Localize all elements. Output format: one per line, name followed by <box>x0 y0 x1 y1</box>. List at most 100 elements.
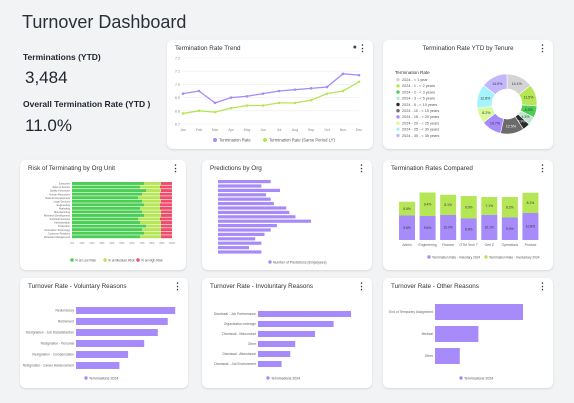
x-tick-label: 0% <box>70 241 74 245</box>
x-tick-label: 80% <box>149 241 155 245</box>
data-point <box>261 104 265 107</box>
kebab-icon[interactable]: ⋮ <box>173 281 182 291</box>
stacked-column-segment <box>460 196 477 219</box>
legend-swatch <box>396 121 400 125</box>
legend-swatch <box>396 102 400 107</box>
category-label: Other <box>248 342 257 346</box>
legend-swatch <box>396 96 400 100</box>
stacked-column-segment <box>481 197 498 215</box>
category-label: Human Resources <box>49 193 70 196</box>
stacked-bar-segment <box>138 196 160 200</box>
data-label: 12.8% <box>480 96 491 100</box>
tenure-donut-chart: Termination Rate 2024 - < 1 year 2024 - 1 … <box>395 70 538 138</box>
data-label: 8.1% <box>527 201 535 205</box>
predictions-bar-chart: Number of Predictions (Employees) <box>218 180 327 264</box>
data-label: 10.8% <box>526 225 535 229</box>
bar <box>218 232 265 236</box>
x-tick-label: 20% <box>89 241 95 245</box>
card-title: Turnover Rate - Involuntary Reasons <box>210 283 314 290</box>
stacked-column-segment <box>440 215 457 240</box>
bar <box>218 246 249 250</box>
legend-label: 2024 - 10 - < 15 years <box>402 109 439 113</box>
legend-label: Terminations 2024 <box>271 376 300 380</box>
x-tick-label: Jul <box>277 128 282 132</box>
kebab-icon[interactable]: ⋮ <box>538 163 547 173</box>
x-tick-label: Mar <box>212 128 219 132</box>
stacked-bar-segment <box>142 228 161 232</box>
data-label: 14.0% <box>492 82 503 86</box>
category-label: Admin <box>402 243 412 247</box>
data-label: 10.7% <box>490 121 501 125</box>
card-title: Turnover Rate - Voluntary Reasons <box>28 283 127 290</box>
legend-label: Termination Rate (Same Period LY) <box>269 138 335 143</box>
stacked-bar-segment <box>72 217 138 221</box>
stacked-column-segment <box>419 216 436 240</box>
category-label: Quality Assurance <box>50 190 71 193</box>
lightbulb-icon[interactable]: ● <box>352 44 357 51</box>
legend-label: 2024 - 25 - < 30 years <box>402 128 439 132</box>
kebab-icon[interactable]: ⋮ <box>357 163 366 173</box>
kebab-icon[interactable]: ⋮ <box>538 43 547 53</box>
stacked-bar-segment <box>160 206 172 210</box>
legend-swatch <box>70 258 74 262</box>
stacked-bar-segment <box>144 213 161 217</box>
stacked-bar-segment <box>142 210 161 214</box>
data-label: 12.5% <box>506 124 517 128</box>
stacked-bar-segment <box>72 213 144 217</box>
involuntary-reasons-card: Turnover Rate - Involuntary Reasons ⋮ Di… <box>202 278 372 388</box>
category-label: Dismissal - Attendance <box>222 352 256 356</box>
data-point <box>325 92 329 95</box>
bar <box>435 304 524 320</box>
stacked-bar-segment <box>144 182 161 185</box>
category-label: Engineering <box>419 243 437 247</box>
category-label: Product <box>525 243 537 247</box>
termination-rate-value: 11.0% <box>25 116 72 135</box>
legend-swatch <box>396 90 400 94</box>
x-tick-label: Aug <box>292 128 298 132</box>
kebab-icon[interactable]: ⋮ <box>171 163 180 173</box>
stacked-bar-segment <box>161 213 172 217</box>
bar <box>218 215 296 219</box>
bar <box>218 228 271 232</box>
bar <box>218 237 256 241</box>
legend-label: 2024 - 20 - < 25 years <box>402 121 439 125</box>
x-tick-label: 10% <box>79 241 85 245</box>
bar <box>218 224 277 228</box>
data-point <box>229 106 233 110</box>
x-tick-label: Feb <box>196 128 202 132</box>
card-title: Predictions by Org <box>210 165 262 172</box>
stacked-bar-segment <box>160 217 172 221</box>
legend-swatch <box>396 78 400 82</box>
stacked-column-segment <box>522 213 539 240</box>
kebab-icon[interactable]: ⋮ <box>358 43 367 53</box>
x-tick-label: 70% <box>139 241 145 245</box>
bar <box>76 351 129 358</box>
kebab-icon[interactable]: ⋮ <box>357 281 366 291</box>
category-label: Operations <box>502 243 519 247</box>
category-label: Gen Z <box>485 243 494 247</box>
stacked-column-segment <box>501 197 518 218</box>
category-label: Medical <box>422 332 434 336</box>
category-label: GTM Tech T <box>459 243 478 247</box>
legend-swatch <box>213 138 217 142</box>
data-point <box>341 72 345 76</box>
x-tick-label: 90% <box>159 241 165 245</box>
data-label: 8.6% <box>465 227 473 231</box>
x-tick-label: Jan <box>180 128 186 132</box>
data-point <box>357 80 361 84</box>
category-label: Administration <box>54 222 70 225</box>
data-point <box>277 101 281 105</box>
bar <box>258 351 291 357</box>
category-label: Other <box>425 354 434 358</box>
stacked-bar-segment <box>72 206 140 210</box>
legend-swatch <box>84 376 88 380</box>
involuntary-bar-chart: Dismissal - Job Performance Organisation … <box>214 311 351 380</box>
data-label: 14.1% <box>512 82 523 86</box>
other-reasons-bar-chart: End of Temporary Assignment Medical Other T… <box>389 304 524 380</box>
category-label: Resignation - Job Dissatisfaction <box>26 331 74 335</box>
category-label: Retention Management <box>44 236 70 239</box>
voluntary-bar-chart: Redundancy Retirement Resignation - Job Di… <box>23 307 176 380</box>
y-tick-label: 6.7 <box>175 123 180 127</box>
kebab-icon[interactable]: ⋮ <box>538 281 547 291</box>
category-label: Executive <box>59 183 70 186</box>
